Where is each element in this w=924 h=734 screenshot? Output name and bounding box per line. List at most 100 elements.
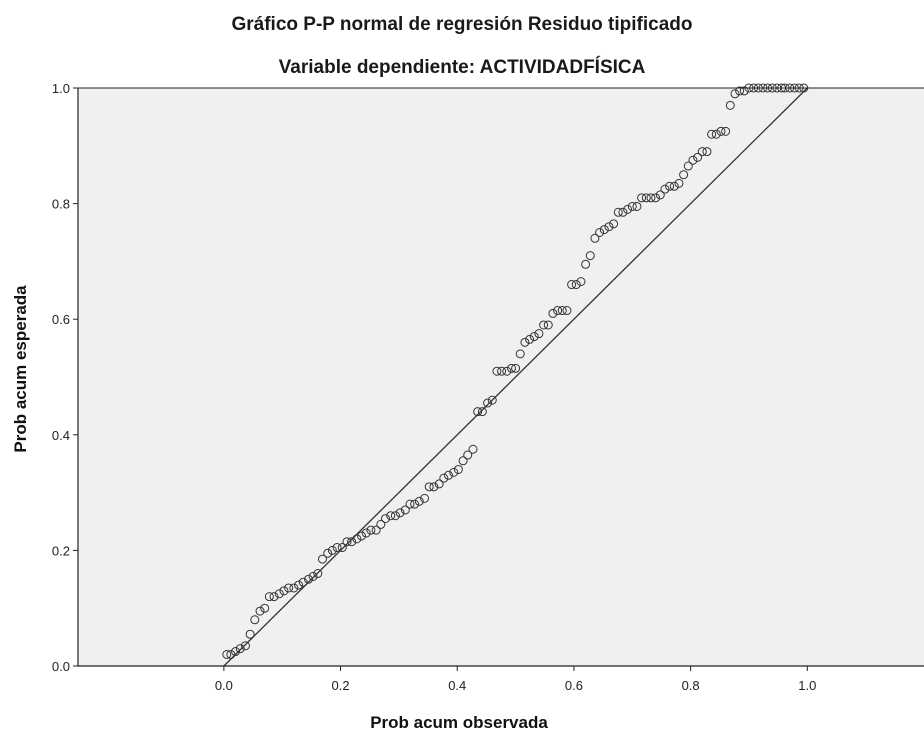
data-point [651,193,661,203]
data-point [298,577,308,587]
data-point [222,649,232,659]
data-point [711,129,721,139]
data-point [294,580,304,590]
data-point [439,473,449,483]
chart-subtitle: Variable dependiente: ACTIVIDADFÍSICA [278,57,646,78]
data-point [553,306,563,316]
data-point [702,147,712,157]
data-point [507,363,517,373]
plot-area [78,88,924,666]
data-point [487,395,497,405]
data-point [260,603,270,613]
data-point [323,548,333,558]
x-tick-label: 0.4 [448,678,466,693]
data-point [390,511,400,521]
data-point [604,222,614,232]
data-point [679,170,689,180]
axes: 0.0 0.2 0.4 0.6 0.8 1.0 0.0 0.2 0.4 0.6 0.8 1.0 [52,81,924,693]
data-point [595,228,605,237]
data-point [693,152,703,162]
data-point [274,589,284,599]
data-point [660,184,670,194]
data-point [458,456,468,466]
data-point [332,543,342,553]
data-point [520,337,530,347]
data-point [515,349,525,359]
x-tick-label: 0.0 [215,678,233,693]
data-point [376,519,386,529]
data-point [405,499,415,509]
data-point [380,514,390,524]
data-point [240,641,250,651]
data-point [641,193,651,203]
data-point [443,470,453,480]
data-point [646,193,656,203]
data-point [347,537,357,547]
data-point [352,534,362,544]
data-point [463,450,473,460]
reference-line-group [223,87,808,667]
data-point [562,306,572,316]
data-point [453,464,463,474]
data-point [414,496,424,506]
data-point [609,219,619,229]
data-point [468,444,478,454]
data-point [420,493,430,503]
data-point [342,537,352,547]
data-point [529,332,539,342]
y-tick-label: 0.2 [52,543,70,558]
data-point [730,89,740,99]
data-point [697,147,707,157]
data-point [502,366,512,376]
data-point [557,306,567,316]
x-tick-label: 0.2 [332,678,350,693]
data-point [231,647,241,657]
data-point [632,201,642,211]
data-point [361,528,371,538]
data-point [590,233,600,243]
data-point [497,366,507,376]
y-tick-label: 0.8 [52,197,70,212]
data-point [623,204,633,214]
data-point [429,482,439,492]
data-point [511,363,521,373]
data-point [289,583,299,593]
data-point [483,398,493,408]
data-point [688,155,698,165]
data-point [477,407,487,417]
data-point [665,181,675,191]
y-tick-label: 1.0 [52,81,70,96]
data-point [725,100,735,110]
data-point [235,644,245,654]
data-point [669,181,679,191]
x-tick-label: 1.0 [798,678,816,693]
data-point [284,583,294,593]
data-point [317,554,327,564]
data-point [327,545,337,555]
data-point [357,531,367,541]
data-point [366,525,376,535]
data-point [716,126,726,136]
data-point [255,606,265,616]
data-point [424,482,434,492]
data-point [337,543,347,553]
y-axis-label: Prob acum esperada [11,285,30,453]
data-point [721,126,731,136]
data-point [567,280,577,290]
data-point [308,571,318,581]
x-tick-label: 0.6 [565,678,583,693]
reference-line [223,87,808,667]
chart-title: Gráfico P-P normal de regresión Residuo … [231,14,693,35]
x-tick-label: 0.8 [682,678,700,693]
data-point [735,86,745,96]
data-point [245,629,255,639]
data-point [226,649,236,659]
data-point [492,366,502,376]
data-point [571,280,581,290]
data-point [637,193,647,203]
y-tick-label: 0.4 [52,428,70,443]
data-point [618,207,628,217]
y-tick-label: 0.6 [52,312,70,327]
data-point [548,308,558,318]
data-point [585,251,595,261]
